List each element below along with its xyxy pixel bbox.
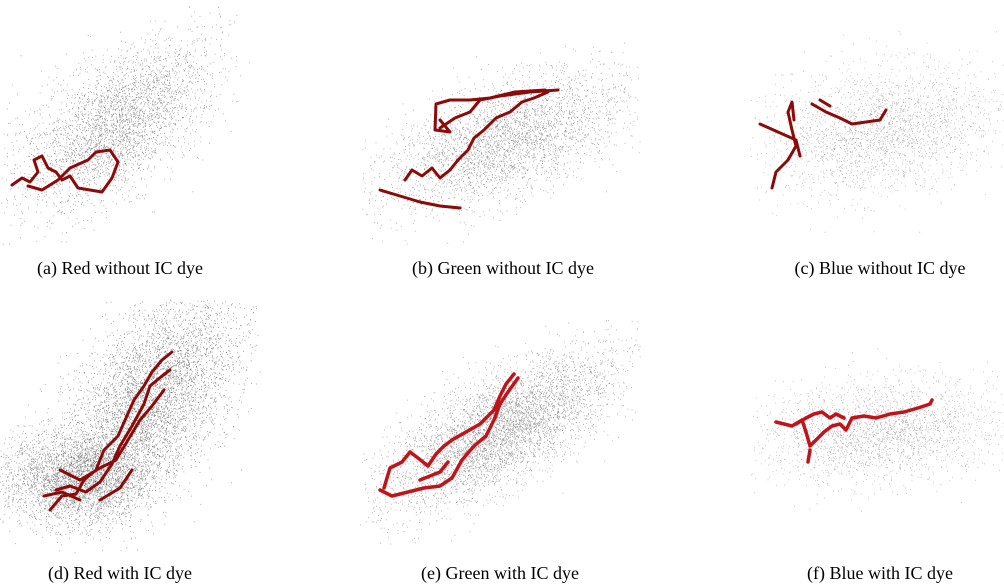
point-clouds xyxy=(0,7,1004,553)
trajectory xyxy=(380,90,558,208)
point-cloud xyxy=(363,43,641,244)
caption: (b) Green without IC dye xyxy=(412,258,594,279)
trajectory xyxy=(776,400,932,462)
point-cloud xyxy=(360,321,640,545)
caption: (e) Green with IC dye xyxy=(421,563,579,584)
figure: (a) Red without IC dye (b) Green without… xyxy=(0,0,1004,586)
caption: (c) Blue without IC dye xyxy=(795,258,966,279)
point-cloud xyxy=(751,349,1004,512)
trajectory xyxy=(380,374,518,496)
caption: (f) Blue with IC dye xyxy=(807,563,953,584)
trajectory xyxy=(44,352,172,510)
caption: (a) Red without IC dye xyxy=(37,258,203,279)
point-cloud xyxy=(1,7,250,245)
point-cloud xyxy=(750,32,1004,233)
point-cloud xyxy=(0,409,212,550)
caption: (d) Red with IC dye xyxy=(48,563,192,584)
